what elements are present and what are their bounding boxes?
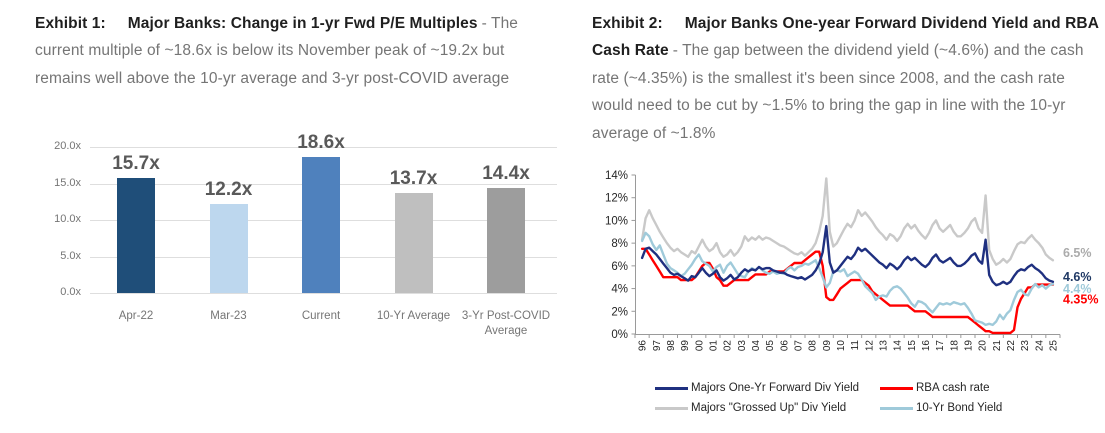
x-axis-tick-label: 17	[935, 340, 946, 352]
legend-item: 10-Yr Bond Yield	[880, 402, 1105, 414]
grid-line	[90, 293, 557, 294]
legend-label: RBA cash rate	[916, 382, 990, 394]
x-axis-tick-label: 05	[765, 340, 776, 352]
x-axis-tick-label: 25	[1048, 340, 1059, 352]
x-axis-tick-label: 24	[1034, 340, 1045, 352]
exhibit-1-heading: Exhibit 1: Major Banks: Change in 1-yr Fw…	[35, 10, 562, 92]
x-axis-tick-label: 20	[978, 340, 989, 352]
legend-item: RBA cash rate	[880, 382, 1105, 394]
exhibit-1-panel: Exhibit 1: Major Banks: Change in 1-yr Fw…	[35, 10, 562, 92]
exhibit-2-panel: Exhibit 2: Major Banks One-year Forward D…	[592, 10, 1105, 147]
bar-value-label: 14.4x	[482, 162, 530, 184]
y-axis-tick-label: 2%	[611, 306, 628, 318]
legend-line-swatch	[880, 386, 913, 390]
bar	[117, 178, 155, 293]
y-axis-tick-label: 12%	[605, 193, 628, 205]
x-axis-tick-label: 12	[864, 340, 875, 352]
y-axis-tick-label: 6%	[611, 261, 628, 273]
legend-row: Majors "Grossed Up" Div Yield 10-Yr Bond …	[590, 398, 1105, 418]
y-axis-tick-label: 8%	[611, 238, 628, 250]
y-axis-tick-label: 15.0x	[54, 176, 81, 189]
bar	[209, 203, 248, 293]
line-chart-legend: Majors One-Yr Forward Div Yield RBA cash …	[590, 378, 1105, 418]
y-axis-tick-label: 10.0x	[54, 213, 81, 225]
y-axis-tick-label: 20.0x	[54, 140, 81, 152]
x-axis-tick-label: 06	[779, 340, 790, 352]
y-axis-tick-label: 14%	[605, 170, 628, 182]
bar-value-label: 12.2x	[204, 178, 253, 200]
x-axis-category-label: 3-Yr Post-COVID Average	[461, 310, 551, 337]
bar	[394, 192, 433, 293]
bar-value-label: 18.6x	[297, 132, 345, 154]
exhibit-2-description: - The gap between the dividend yield (~4…	[592, 42, 1084, 142]
bar-value-label: 13.7x	[389, 167, 438, 189]
x-axis-tick-label: 16	[921, 340, 932, 352]
legend-line-swatch	[655, 406, 688, 410]
x-axis-tick-label: 02	[723, 340, 734, 352]
legend-label: Majors "Grossed Up" Div Yield	[691, 402, 847, 414]
x-axis-tick-label: 14	[893, 340, 904, 352]
x-axis-tick-label: 04	[751, 340, 762, 352]
legend-label: Majors One-Yr Forward Div Yield	[691, 382, 860, 394]
exhibit-2-title: Major Banks One-year Forward Dividend Yi…	[592, 15, 1099, 60]
x-axis-tick-label: 03	[737, 340, 748, 352]
series-end-label: 4.35%	[1063, 293, 1098, 307]
x-axis-category-label: 10-Yr Average	[376, 310, 451, 322]
x-axis-tick-label: 15	[907, 340, 918, 352]
y-axis-tick-label: 4%	[611, 284, 628, 296]
series-line-majors-one-yr-forward-div-yield	[640, 224, 1055, 287]
legend-label: 10-Yr Bond Yield	[916, 402, 1003, 414]
series-line-10-yr-bond-yield	[640, 231, 1055, 327]
x-axis-category-label: Mar-23	[210, 310, 247, 322]
legend-row: Majors One-Yr Forward Div Yield RBA cash …	[590, 378, 1105, 398]
x-axis-tick-label: 10	[836, 340, 847, 352]
series-end-label: 4.4%	[1063, 282, 1092, 296]
series-end-label: 4.6%	[1063, 270, 1092, 284]
x-axis-tick-label: 22	[1006, 340, 1017, 352]
x-axis-tick-label: 07	[793, 340, 804, 352]
pe-multiples-bar-chart: 0.0x 5.0x 10.0x 15.0x 20.0x 15.7x Apr-22 12.2x M…	[35, 132, 562, 375]
x-axis-tick-label: 23	[1020, 340, 1031, 352]
legend-line-swatch	[880, 406, 913, 410]
series-end-label: 6.5%	[1063, 246, 1092, 260]
y-axis-tick-label: 10%	[605, 215, 628, 227]
exhibit-1-title: Major Banks: Change in 1-yr Fwd P/E Mult…	[127, 15, 478, 32]
x-axis-tick-label: 98	[666, 340, 677, 352]
exhibit-2-label: Exhibit 2:	[592, 15, 663, 32]
x-axis-tick-label: 97	[652, 340, 663, 352]
x-axis-tick-label: 21	[992, 340, 1003, 352]
legend-line-swatch	[655, 386, 688, 390]
x-axis-tick-label: 09	[822, 340, 833, 352]
x-axis-tick-label: 96	[638, 340, 649, 352]
series-line-majors-grossed-up-div-yield	[640, 177, 1055, 266]
div-yield-line-chart: 0% 2% 4% 6% 8% 10% 12% 14% 96 97 98 99 00 01 02 03 04 05 0…	[590, 165, 1105, 433]
series-line-rba-cash-rate	[640, 247, 1055, 335]
x-axis-tick-label: 00	[694, 340, 705, 352]
bar	[487, 187, 525, 293]
bar-value-label: 15.7x	[112, 153, 160, 175]
line-chart-plot: 0%2%4%6%8%10%12%14%96 97 98 99 00 01 02 03 04 05 0…	[605, 170, 1098, 352]
legend-item: Majors "Grossed Up" Div Yield	[655, 402, 880, 414]
x-axis-category-label: Apr-22	[118, 310, 154, 322]
exhibit-1-description: - The current multiple of ~18.6x is belo…	[35, 15, 519, 87]
x-axis-category-label: Current	[301, 310, 341, 322]
x-axis-tick-label: 11	[850, 340, 861, 351]
x-axis-tick-label: 99	[680, 340, 691, 352]
y-axis-tick-label: 5.0x	[60, 249, 81, 262]
x-axis-tick-label: 13	[878, 340, 889, 352]
x-axis-tick-label: 18	[949, 340, 960, 352]
y-axis-tick-label: 0%	[611, 329, 628, 341]
x-axis-tick-label: 19	[963, 340, 974, 352]
grid-line	[90, 147, 557, 148]
bar	[302, 157, 340, 293]
exhibit-1-label: Exhibit 1:	[35, 15, 106, 32]
legend-item: Majors One-Yr Forward Div Yield	[655, 382, 880, 394]
y-axis-tick-label: 0.0x	[60, 286, 81, 298]
x-axis-tick-label: 08	[808, 340, 819, 352]
exhibit-2-heading: Exhibit 2: Major Banks One-year Forward D…	[592, 10, 1105, 147]
x-axis-tick-label: 01	[708, 340, 719, 352]
